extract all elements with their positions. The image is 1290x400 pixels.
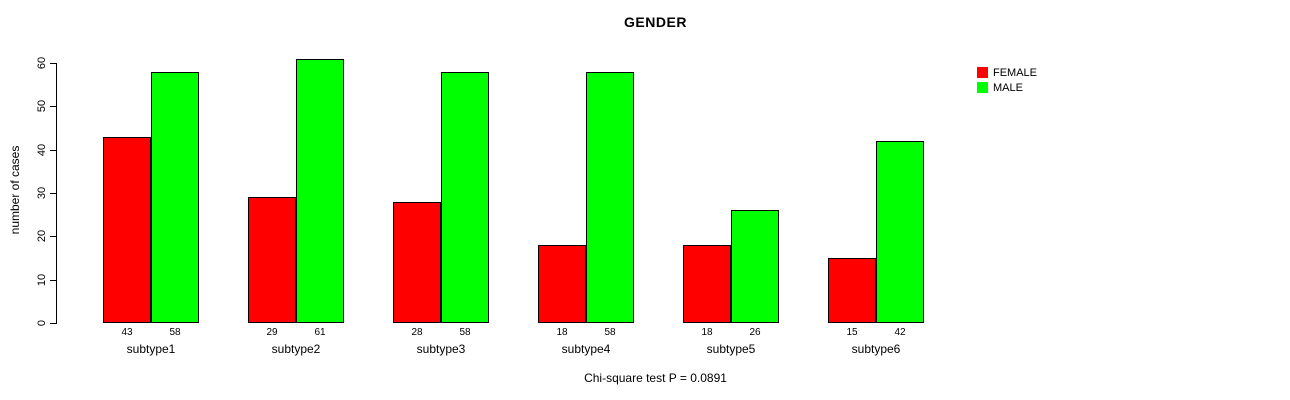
bar-value-label: 58 [459, 327, 471, 338]
bar-male-subtype6 [876, 141, 924, 323]
legend-label: MALE [993, 81, 1023, 94]
y-tick-label: 50 [36, 100, 48, 113]
chart-title: GENDER [624, 14, 687, 30]
bar-value-label: 61 [314, 327, 326, 338]
bar-male-subtype3 [441, 71, 489, 323]
x-category-label: subtype5 [706, 342, 756, 356]
x-category-label: subtype4 [561, 342, 611, 356]
bar-male-subtype1 [151, 71, 199, 323]
legend: FEMALE MALE [977, 65, 1037, 95]
bar-value-label: 15 [846, 327, 858, 338]
legend-entry-female: FEMALE [977, 65, 1037, 80]
y-tick-label: 10 [36, 273, 48, 286]
bar-value-label: 29 [266, 327, 278, 338]
bar-value-label: 18 [701, 327, 713, 338]
legend-swatch-male [977, 82, 988, 93]
y-tick [50, 193, 57, 194]
y-tick [50, 323, 57, 324]
y-axis-label: number of cases [8, 145, 22, 235]
y-tick [50, 279, 57, 281]
bar-value-label: 28 [411, 327, 423, 338]
x-category-label: subtype1 [126, 342, 176, 356]
y-tick-label: 0 [36, 319, 48, 327]
bar-female-subtype4 [538, 245, 586, 323]
bar-value-label: 42 [894, 327, 906, 338]
y-tick-label: 60 [36, 56, 48, 70]
x-category-label: subtype3 [416, 342, 466, 356]
bar-value-label: 43 [121, 327, 133, 338]
y-tick-label: 30 [36, 186, 48, 200]
bar-value-label: 58 [604, 327, 616, 338]
bar-female-subtype1 [103, 136, 151, 323]
y-tick-label: 20 [36, 230, 48, 243]
y-tick [50, 236, 57, 238]
bar-value-label: 18 [556, 327, 568, 338]
legend-label: FEMALE [993, 66, 1038, 79]
y-tick [50, 149, 57, 151]
bar-female-subtype2 [248, 197, 296, 323]
y-tick-label: 40 [36, 143, 48, 156]
x-category-label: subtype6 [851, 342, 901, 356]
y-tick [50, 106, 57, 108]
bar-value-label: 26 [749, 327, 761, 338]
bar-value-label: 58 [169, 327, 181, 338]
bar-male-subtype2 [296, 58, 344, 323]
y-tick [50, 63, 57, 64]
x-category-label: subtype2 [271, 342, 321, 356]
bar-male-subtype5 [731, 210, 779, 323]
bar-female-subtype3 [393, 201, 441, 323]
legend-swatch-female [977, 67, 988, 78]
bar-male-subtype4 [586, 71, 634, 323]
caption-text: Chi-square test P = 0.0891 [584, 371, 727, 385]
bar-female-subtype6 [828, 258, 876, 323]
legend-entry-male: MALE [977, 80, 1037, 95]
bar-female-subtype5 [683, 245, 731, 323]
